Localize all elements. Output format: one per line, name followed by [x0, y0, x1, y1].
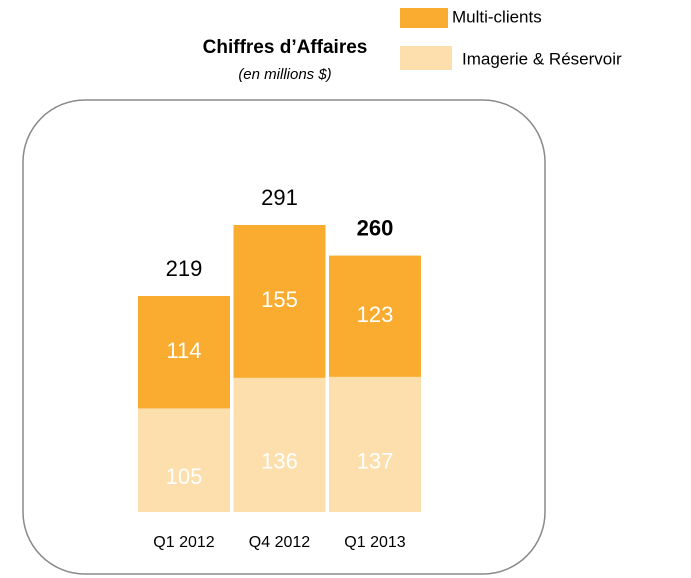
bar-segment	[233, 377, 326, 512]
total-label: 260	[357, 215, 394, 240]
x-tick-label: Q1 2013	[344, 534, 405, 551]
bar-segment	[329, 255, 421, 377]
frame	[22, 99, 546, 575]
legend-label: Multi-clients	[452, 7, 542, 26]
bar-segment	[138, 296, 230, 409]
bar-segment	[233, 225, 326, 378]
legend-label: Imagerie & Réservoir	[462, 49, 622, 68]
chart-subtitle: (en millions $)	[238, 66, 331, 83]
segment-label: 114	[166, 338, 201, 363]
total-label: 291	[261, 185, 298, 210]
segment-label: 155	[261, 287, 298, 312]
legend-swatch	[400, 46, 452, 70]
segment-label: 105	[166, 464, 203, 489]
x-tick-label: Q4 2012	[249, 534, 310, 551]
bar-segment	[329, 376, 421, 512]
segment-label: 123	[357, 302, 394, 327]
legend-swatch	[400, 8, 448, 28]
x-tick-label: Q1 2012	[153, 534, 214, 551]
chart-title: Chiffres d’Affaires	[203, 37, 368, 58]
total-label: 219	[166, 256, 203, 281]
segment-label: 136	[261, 449, 298, 474]
segment-label: 137	[357, 448, 394, 473]
bar-segment	[138, 408, 230, 512]
